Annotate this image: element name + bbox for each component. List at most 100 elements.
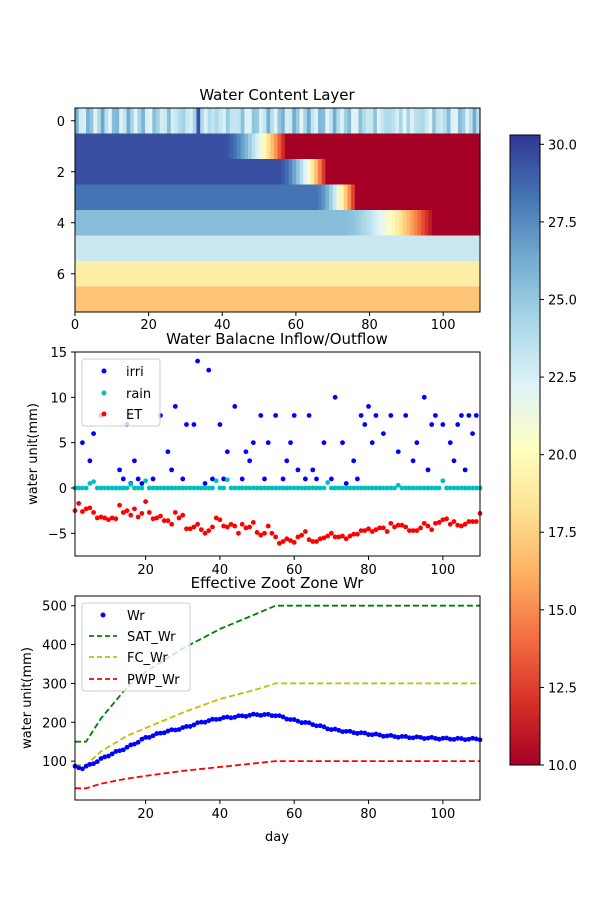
heatmap-cell xyxy=(270,133,275,160)
heatmap-cell xyxy=(100,235,106,262)
balance-point-rain xyxy=(221,485,227,491)
wr-ytick-label: 400 xyxy=(42,639,67,654)
balance-point-irri xyxy=(273,413,279,418)
balance-point-et xyxy=(154,515,160,521)
heatmap-cell xyxy=(218,184,223,211)
balance-point-rain xyxy=(310,485,316,491)
heatmap-cell xyxy=(266,133,271,160)
wr-point xyxy=(239,713,245,719)
heatmap-cell xyxy=(329,159,334,185)
balance-xtick-label: 40 xyxy=(212,563,229,578)
heatmap-cell xyxy=(93,286,98,313)
heatmap-cell xyxy=(410,159,415,185)
balance-point-irri xyxy=(195,358,201,364)
balance-point-irri xyxy=(180,476,186,482)
heatmap-cell xyxy=(468,261,474,287)
wr-point xyxy=(295,718,301,724)
heatmap-xtick-label: 80 xyxy=(361,318,378,333)
balance-point-et xyxy=(425,523,431,529)
wr-point xyxy=(410,735,416,741)
heatmap-cell xyxy=(178,133,183,160)
balance-point-et xyxy=(302,529,308,534)
heatmap-cell xyxy=(167,261,172,287)
wr-point xyxy=(98,756,104,761)
heatmap-cell xyxy=(373,108,378,134)
balance-point-et xyxy=(280,539,286,544)
heatmap-cell xyxy=(399,133,404,160)
heatmap-cell xyxy=(362,235,367,262)
heatmap-cell xyxy=(189,235,194,262)
colorbar: 10.0 12.5 15.0 17.5 20.0 22.5 25.0 27.5 30.0 xyxy=(509,134,577,774)
heatmap-cell xyxy=(277,108,282,134)
heatmap-cell xyxy=(108,133,113,160)
heatmap-cell xyxy=(259,261,264,287)
legend-wr-label: Wr xyxy=(127,609,145,624)
heatmap-cell xyxy=(365,108,371,134)
wr-point xyxy=(451,737,457,742)
balance-point-irri xyxy=(239,476,245,482)
heatmap-cell xyxy=(152,184,157,211)
balance-point-irri xyxy=(462,467,468,473)
heatmap-cell xyxy=(181,261,187,287)
wr-line-pwp-wr xyxy=(75,760,480,790)
balance-point-rain xyxy=(317,485,323,491)
heatmap-cell xyxy=(192,235,198,262)
heatmap-cell xyxy=(104,133,109,160)
heatmap-cell xyxy=(273,261,279,287)
balance-point-rain xyxy=(444,485,449,491)
wr-point xyxy=(124,744,130,750)
balance-point-rain xyxy=(284,485,290,491)
balance-point-et xyxy=(250,520,256,525)
heatmap-cell xyxy=(170,108,176,134)
wr-point xyxy=(358,730,364,736)
balance-point-et xyxy=(299,532,305,538)
heatmap-cell xyxy=(325,235,330,262)
heatmap-cell xyxy=(399,108,404,134)
heatmap-cell xyxy=(259,159,264,185)
heatmap-cell xyxy=(450,210,455,236)
heatmap-cell xyxy=(196,108,201,134)
heatmap-cell xyxy=(417,261,422,287)
heatmap-cell xyxy=(318,210,323,236)
heatmap-cell xyxy=(170,210,176,236)
heatmap-cell xyxy=(454,159,459,185)
heatmap-cell xyxy=(133,210,139,236)
heatmap-cell xyxy=(306,286,312,313)
balance-point-rain xyxy=(451,485,457,491)
balance-point-et xyxy=(384,529,390,534)
heatmap-cell xyxy=(446,261,452,287)
heatmap-cell xyxy=(214,235,220,262)
heatmap-cell xyxy=(240,286,245,313)
heatmap-cell xyxy=(192,159,198,185)
balance-point-irri xyxy=(354,476,360,482)
heatmap-cell xyxy=(439,210,444,236)
wr-point xyxy=(317,723,323,729)
heatmap-cell xyxy=(115,210,120,236)
balance-ytick-label: 15 xyxy=(50,346,67,361)
balance-point-irri xyxy=(373,413,379,418)
heatmap-cell xyxy=(100,286,106,313)
balance-point-et xyxy=(191,524,197,530)
heatmap-cell xyxy=(262,261,268,287)
heatmap-cell xyxy=(137,286,142,313)
legend-irri-marker xyxy=(101,368,107,374)
heatmap-cell xyxy=(439,286,444,313)
heatmap-cell xyxy=(369,184,374,211)
heatmap-cell xyxy=(189,133,194,160)
heatmap-cell xyxy=(421,133,426,160)
heatmap-cell xyxy=(336,184,341,211)
heatmap-cell xyxy=(457,159,463,185)
heatmap-cell xyxy=(399,261,404,287)
heatmap-cell xyxy=(281,286,286,313)
heatmap-cell xyxy=(380,286,385,313)
heatmap-cell xyxy=(211,184,216,211)
heatmap-cell xyxy=(214,184,220,211)
heatmap-cell xyxy=(288,133,293,160)
heatmap-cell xyxy=(222,210,227,236)
heatmap-cell xyxy=(351,235,356,262)
wr-point xyxy=(143,735,148,740)
heatmap-cell xyxy=(365,133,371,160)
heatmap-cell xyxy=(233,133,238,160)
heatmap-cell xyxy=(450,261,455,287)
colorbar-tick-label: 10.0 xyxy=(548,759,577,774)
